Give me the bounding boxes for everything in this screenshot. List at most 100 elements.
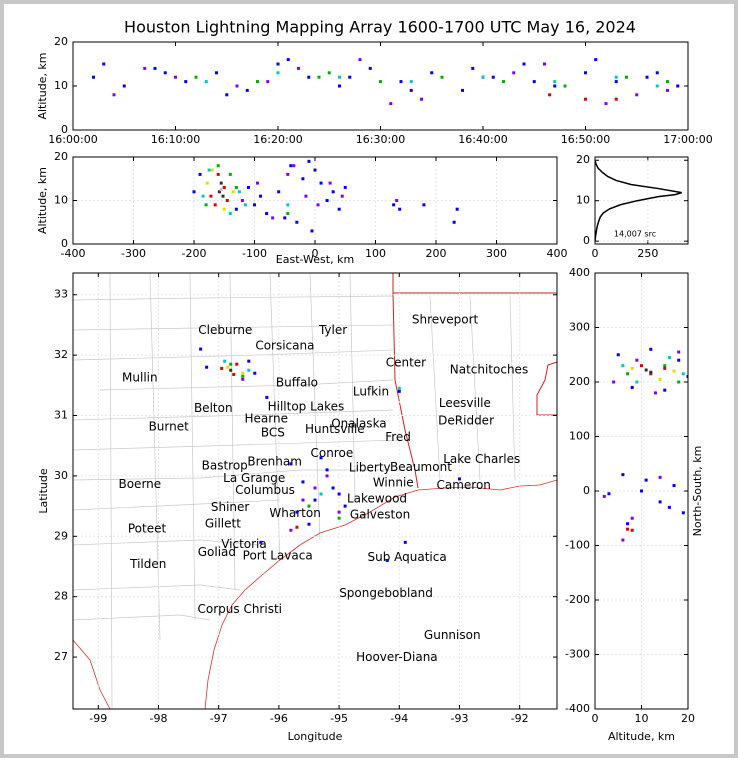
- source-point: [338, 84, 341, 88]
- source-point: [343, 504, 347, 508]
- source-point: [626, 522, 630, 526]
- y-axis-label: North-South, km: [691, 446, 704, 537]
- source-point: [225, 199, 229, 202]
- source-point: [163, 71, 167, 75]
- city-label: BCS: [261, 426, 285, 440]
- source-point: [232, 372, 236, 376]
- source-point: [327, 71, 331, 75]
- source-point: [240, 199, 244, 202]
- source-point: [286, 58, 290, 62]
- y-tick-label: 20: [54, 150, 68, 163]
- source-point: [304, 194, 308, 198]
- city-label: Fred: [385, 430, 411, 444]
- source-point: [231, 190, 235, 194]
- source-point: [194, 75, 198, 79]
- source-point: [228, 172, 232, 176]
- city-label: Leesville: [439, 396, 491, 410]
- source-point: [219, 181, 223, 185]
- plot-frame: [594, 272, 689, 710]
- plot-frame: [72, 156, 558, 245]
- county-lines: [73, 273, 516, 709]
- y-axis-label: Latitude: [37, 468, 50, 514]
- source-point: [247, 359, 251, 363]
- plot-frame: [594, 156, 689, 245]
- city-label: Spongebobland: [339, 586, 433, 600]
- x-tick-label: 200: [426, 247, 447, 260]
- city-label: Lakewood: [347, 491, 407, 505]
- source-point: [455, 207, 459, 211]
- x-tick-label: 0: [312, 247, 319, 260]
- source-point: [217, 190, 221, 194]
- source-point: [655, 84, 659, 88]
- source-point: [325, 468, 329, 472]
- source-point: [222, 207, 226, 211]
- source-point: [343, 185, 347, 189]
- x-tick-label: -96: [270, 712, 288, 725]
- source-point: [614, 97, 618, 101]
- x-tick-label: -400: [61, 247, 86, 260]
- source-point: [317, 75, 321, 79]
- y-tick-label: 300: [569, 321, 590, 334]
- source-point: [256, 181, 260, 185]
- source-point: [420, 97, 423, 101]
- source-point: [457, 477, 461, 481]
- source-point: [630, 516, 634, 520]
- source-point: [235, 84, 239, 88]
- source-point: [229, 362, 233, 366]
- source-point: [602, 494, 606, 498]
- y-tick-label: 10: [576, 194, 590, 207]
- source-point: [319, 456, 323, 460]
- source-point: [253, 371, 257, 375]
- source-point: [635, 380, 639, 384]
- source-point: [289, 528, 293, 532]
- city-label: Port Lavaca: [243, 549, 313, 563]
- source-point: [192, 190, 196, 194]
- source-point: [379, 80, 382, 84]
- source-point: [681, 372, 685, 376]
- source-point: [532, 80, 536, 84]
- x-tick-label: 16:30:00: [356, 133, 405, 146]
- source-point: [337, 516, 341, 520]
- y-tick-label: 20: [54, 35, 68, 48]
- city-label: Beaumont: [390, 460, 452, 474]
- source-point: [635, 358, 639, 362]
- x-tick-label: -300: [121, 247, 146, 260]
- source-point: [672, 369, 676, 373]
- x-tick-label: -94: [390, 712, 408, 725]
- city-label: Gillett: [205, 517, 241, 531]
- source-point: [614, 75, 618, 79]
- source-point: [325, 199, 329, 202]
- source-point: [289, 164, 293, 168]
- source-point: [301, 177, 305, 181]
- source-point: [584, 71, 587, 75]
- source-point: [256, 80, 259, 84]
- x-tick-label: -200: [182, 247, 207, 260]
- source-point: [243, 203, 247, 207]
- y-tick-label: 33: [54, 288, 68, 301]
- source-point: [663, 364, 667, 368]
- x-tick-label: 0: [592, 712, 599, 725]
- city-label: Huntsville: [305, 422, 365, 436]
- city-label: Lufkin: [353, 384, 389, 398]
- city-label: Belton: [194, 401, 233, 415]
- source-point: [430, 71, 434, 75]
- source-point: [397, 389, 401, 393]
- source-point: [395, 199, 399, 202]
- city-label: Shreveport: [412, 313, 479, 327]
- source-point: [102, 62, 106, 66]
- y-tick-label: 32: [54, 348, 68, 361]
- source-point: [452, 220, 456, 224]
- y-tick-label: 28: [54, 590, 68, 603]
- source-point: [313, 498, 317, 502]
- x-axis-label: Altitude, km: [608, 730, 675, 743]
- source-point: [319, 492, 323, 496]
- source-point: [153, 66, 157, 70]
- y-tick-label: 0: [61, 123, 68, 136]
- state-border: [536, 361, 557, 416]
- source-point: [220, 366, 224, 370]
- source-point: [184, 80, 188, 84]
- coastline: [73, 479, 557, 709]
- source-point: [607, 492, 611, 496]
- source-point: [266, 80, 270, 84]
- y-axis-label: Altitude, km: [36, 167, 49, 234]
